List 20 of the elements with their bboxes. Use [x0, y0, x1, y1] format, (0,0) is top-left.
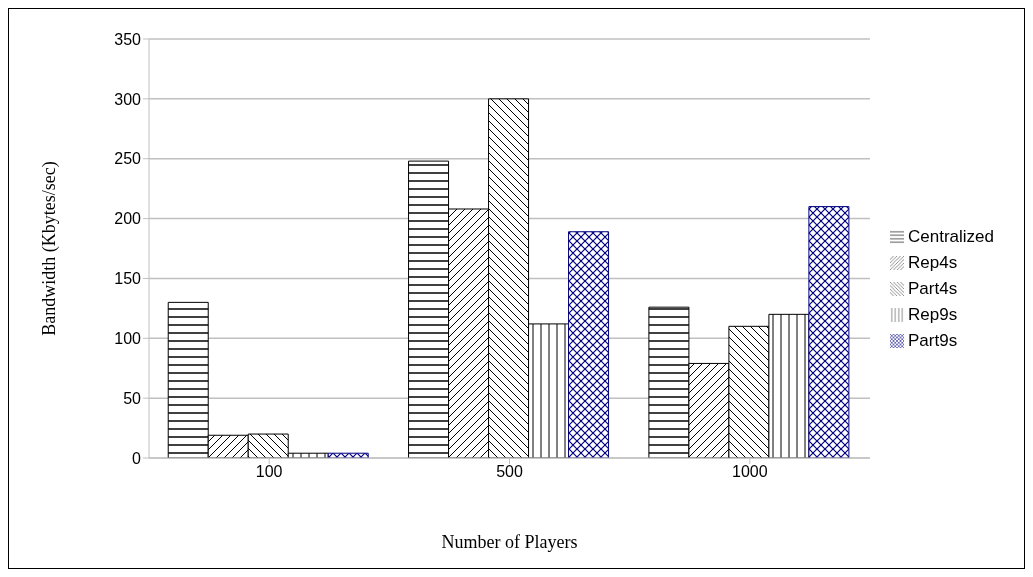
legend-label: Part4s — [908, 278, 958, 298]
legend-label: Centralized — [908, 226, 994, 246]
x-tick-label: 500 — [496, 463, 523, 481]
y-tick-label: 200 — [114, 210, 142, 228]
y-tick-label: 250 — [114, 150, 142, 168]
x-axis-title: Number of Players — [441, 532, 578, 552]
bar — [568, 231, 610, 458]
y-axis-title: Bandwidth (Kbytes/sec) — [39, 161, 61, 336]
legend-label: Rep9s — [908, 304, 958, 324]
legend-label: Part9s — [908, 330, 958, 350]
x-tick-label: 1000 — [732, 463, 768, 481]
y-tick-label: 350 — [114, 30, 142, 48]
y-tick-label: 100 — [114, 329, 142, 347]
y-tick-label: 300 — [114, 90, 142, 108]
y-tick-label: 150 — [114, 270, 142, 288]
y-tick-label: 50 — [123, 389, 142, 407]
y-tick-label: 0 — [132, 449, 142, 467]
bar — [808, 206, 850, 458]
x-tick-label: 100 — [255, 463, 283, 481]
legend-label: Rep4s — [908, 252, 958, 272]
